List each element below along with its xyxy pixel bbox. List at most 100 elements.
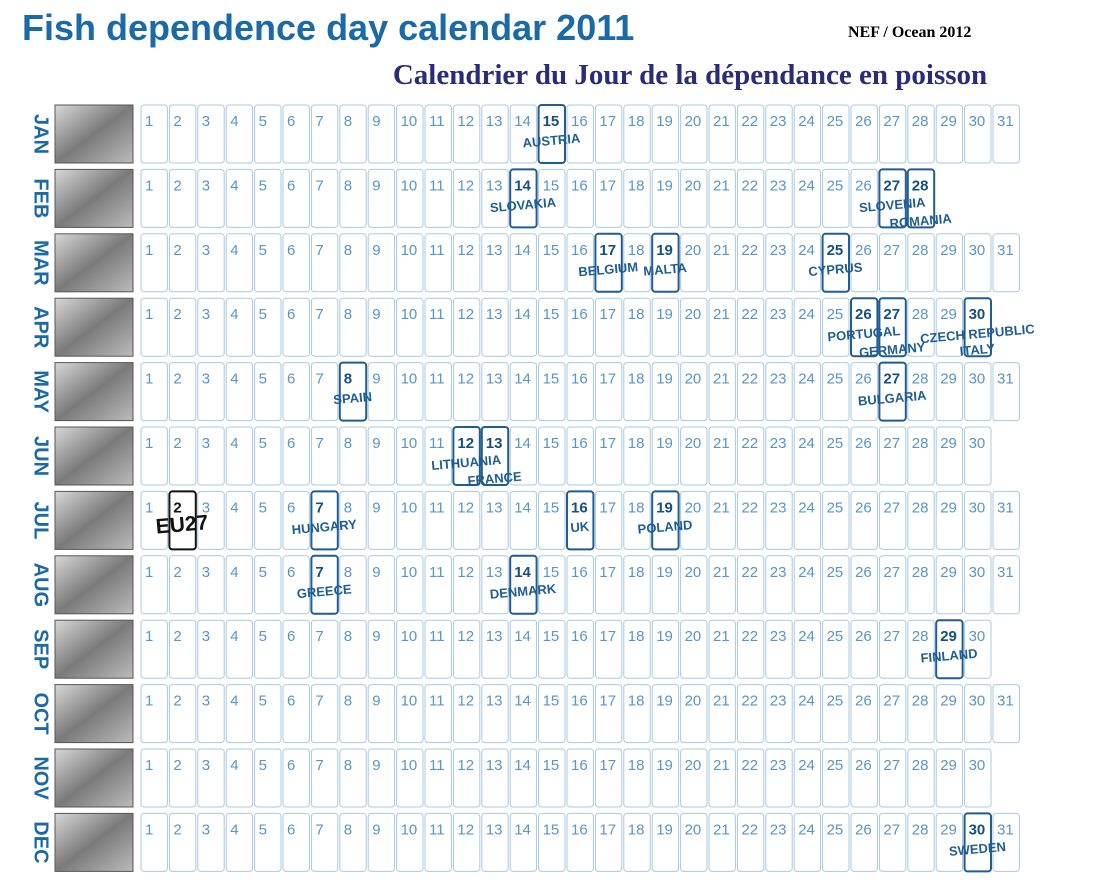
day-number: 5 (259, 499, 267, 516)
day-cell (254, 748, 282, 808)
day-cell (907, 619, 935, 679)
day-number: 10 (401, 242, 418, 259)
day-number: 1 (145, 371, 153, 388)
day-cell (452, 490, 481, 550)
day-number: 28 (912, 306, 929, 323)
day-cell (594, 104, 623, 164)
day-number: 8 (344, 306, 352, 323)
day-cell (509, 490, 538, 550)
month-row: JUN 1 2 3 4 5 6 7 8 9 10 11 12 13 14 15 16 17 18 19 20 21 22 23… (30, 426, 992, 488)
day-number: 14 (514, 821, 531, 838)
day-cell (509, 619, 538, 679)
day-cell (367, 104, 396, 164)
day-number: 30 (969, 306, 986, 323)
day-cell (935, 362, 964, 422)
day-number: 10 (401, 177, 418, 194)
day-number: 2 (173, 564, 181, 581)
day-number: 16 (571, 306, 588, 323)
day-number: 13 (486, 628, 503, 645)
day-cell (850, 168, 878, 228)
day-cell (509, 104, 538, 164)
day-cell (140, 426, 168, 486)
day-cell (765, 168, 793, 228)
day-number: 4 (230, 306, 238, 323)
day-number: 9 (372, 177, 380, 194)
day-cell (367, 812, 396, 872)
month-row: JAN 1 2 3 4 5 6 7 8 9 10 11 12 13 14 15 16 17 18 19 20 21 22 23… (30, 104, 1020, 164)
day-number: 16 (571, 693, 588, 710)
day-cell (168, 684, 197, 744)
day-number: 4 (230, 821, 238, 838)
day-number: 15 (543, 435, 560, 452)
day-number: 25 (827, 306, 844, 323)
day-cell (850, 555, 878, 615)
day-number: 3 (202, 564, 210, 581)
day-number: 29 (940, 435, 957, 452)
day-number: 22 (741, 499, 758, 516)
day-number: 23 (770, 371, 787, 388)
day-number: 9 (372, 628, 380, 645)
day-cell (339, 555, 367, 615)
day-cell (850, 297, 879, 358)
day-number: 8 (344, 242, 352, 259)
day-number: 1 (145, 693, 153, 710)
day-cell (907, 555, 935, 615)
photo (54, 168, 134, 228)
day-number: 17 (599, 242, 616, 259)
day-cell (822, 812, 850, 872)
day-cell (538, 619, 566, 679)
day-number: 27 (883, 628, 900, 645)
day-number: 21 (713, 306, 730, 323)
day-number: 3 (202, 177, 210, 194)
day-number: 20 (685, 693, 702, 710)
day-number: 27 (883, 693, 900, 710)
day-number: 19 (656, 757, 673, 774)
day-number: 24 (798, 242, 815, 259)
day-cell (822, 168, 850, 228)
day-number: 31 (997, 371, 1014, 388)
day-number: 19 (656, 628, 673, 645)
day-number: 9 (372, 499, 380, 516)
day-number: 19 (656, 177, 673, 194)
day-cell (708, 490, 736, 550)
day-cell (225, 233, 254, 293)
day-cell (424, 233, 452, 293)
day-cell (907, 426, 935, 486)
day-cell (509, 684, 538, 744)
month-name: OCT (30, 692, 52, 734)
day-number: 5 (259, 435, 267, 452)
day-number: 22 (741, 242, 758, 259)
day-number: 7 (315, 693, 323, 710)
day-cell (708, 619, 736, 679)
day-number: 25 (827, 821, 844, 838)
day-number: 9 (372, 113, 380, 130)
day-cell (339, 297, 367, 357)
day-number: 3 (202, 113, 210, 130)
day-number: 21 (713, 435, 730, 452)
day-number: 5 (259, 628, 267, 645)
day-cell (793, 233, 822, 293)
day-number: 18 (628, 757, 645, 774)
day-number: 18 (628, 371, 645, 388)
day-number: 7 (315, 177, 323, 194)
day-cell (680, 812, 708, 872)
day-number: 5 (259, 177, 267, 194)
day-number: 16 (571, 177, 588, 194)
day-cell (878, 748, 907, 808)
day-number: 7 (315, 821, 323, 838)
day-cell (140, 490, 168, 550)
day-number: 11 (429, 693, 445, 710)
day-number: 29 (940, 306, 957, 323)
day-number: 29 (940, 821, 957, 838)
day-number: 24 (798, 435, 815, 452)
day-cell (594, 232, 623, 293)
day-cell (481, 684, 509, 744)
day-number: 17 (599, 499, 616, 516)
day-cell (935, 233, 964, 293)
day-cell (339, 490, 367, 550)
day-number: 15 (543, 371, 560, 388)
day-cell (396, 168, 424, 228)
day-number: 6 (287, 564, 295, 581)
day-number: 4 (230, 242, 238, 259)
day-number: 13 (486, 242, 503, 259)
